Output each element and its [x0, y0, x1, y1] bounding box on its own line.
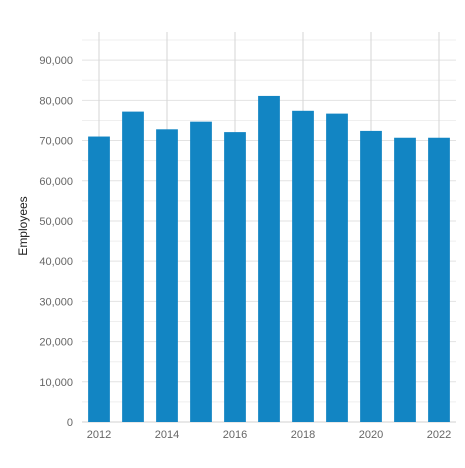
bar-2019[interactable]	[326, 113, 348, 422]
y-tick-label: 50,000	[39, 216, 73, 228]
bar-2013[interactable]	[122, 111, 144, 422]
bar-2020[interactable]	[360, 130, 382, 422]
y-tick-label: 40,000	[39, 256, 73, 268]
y-axis-title: Employees	[16, 196, 30, 255]
y-tick-label: 80,000	[39, 95, 73, 107]
bar-2014[interactable]	[156, 129, 178, 423]
x-tick-label: 2012	[87, 429, 111, 441]
x-tick-label: 2020	[359, 429, 383, 441]
y-axis-ticks: 0 10,000 20,000 30,000 40,000 50,000 60,000 70,…	[39, 55, 73, 429]
x-tick-label: 2018	[291, 429, 315, 441]
bars	[88, 95, 450, 423]
y-tick-label: 30,000	[39, 296, 73, 308]
bar-2017[interactable]	[258, 95, 280, 423]
bar-2016[interactable]	[224, 132, 246, 422]
bar-2021[interactable]	[394, 137, 416, 423]
bar-2018[interactable]	[292, 110, 314, 422]
y-tick-label: 90,000	[39, 55, 73, 67]
y-tick-label: 20,000	[39, 337, 73, 349]
bar-2022[interactable]	[428, 137, 450, 423]
x-tick-label: 2016	[223, 429, 247, 441]
y-tick-label: 60,000	[39, 176, 73, 188]
x-tick-label: 2022	[427, 429, 451, 441]
y-tick-label: 70,000	[39, 136, 73, 148]
x-axis-ticks: 2012 2014 2016 2018 2020 2022	[87, 429, 451, 441]
x-tick-label: 2014	[155, 429, 179, 441]
bar-2015[interactable]	[190, 121, 212, 422]
y-tick-label: 0	[67, 417, 73, 429]
y-tick-label: 10,000	[39, 377, 73, 389]
bar-2012[interactable]	[88, 136, 110, 423]
